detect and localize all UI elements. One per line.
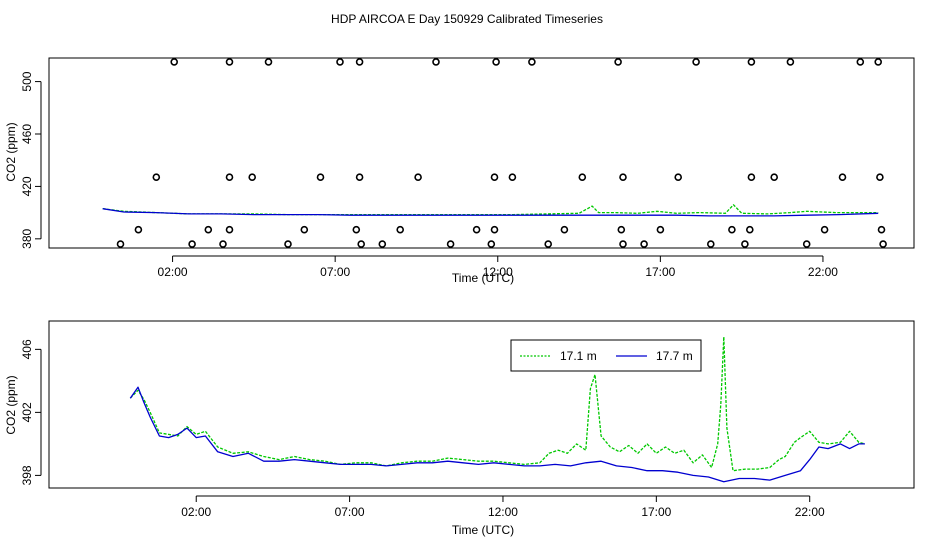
- top-data-point-0: [116, 240, 125, 248]
- top-data-point-20: [378, 240, 387, 248]
- top-data-point-7: [225, 225, 234, 234]
- top-data-point-27: [490, 225, 499, 234]
- bottom-x-tick-label: 17:00: [641, 505, 671, 519]
- top-data-point-22: [414, 173, 422, 181]
- bottom-y-axis: 398 402 406: [20, 339, 42, 485]
- top-data-point-5: [204, 225, 213, 234]
- top-data-point-13: [300, 225, 309, 234]
- top-data-point-44: [728, 225, 736, 234]
- top-data-point-9: [225, 58, 234, 66]
- top-series-line-blue: [102, 208, 879, 217]
- top-x-tick-label: 07:00: [320, 265, 350, 279]
- bottom-chart-panel: 02:00 07:00 12:00 17:00 22:00 398 402 406 Time…: [4, 320, 915, 537]
- bottom-plot-frame: [48, 320, 915, 489]
- top-data-point-52: [820, 225, 829, 234]
- top-data-point-51: [802, 240, 811, 248]
- bottom-y-axis-label: CO2 (ppm): [4, 375, 18, 434]
- top-y-tick-label: 500: [20, 71, 34, 91]
- top-x-tick-label: 02:00: [158, 265, 188, 279]
- top-data-point-30: [508, 173, 517, 181]
- top-data-point-58: [879, 240, 887, 248]
- top-data-point-24: [446, 240, 455, 248]
- top-data-point-54: [856, 58, 865, 66]
- top-data-point-18: [355, 58, 364, 66]
- top-data-point-50: [786, 58, 795, 66]
- top-data-point-6: [219, 240, 227, 248]
- top-data-point-14: [316, 173, 325, 181]
- top-data-point-8: [225, 173, 234, 181]
- top-data-point-40: [656, 225, 665, 234]
- top-x-tick-label: 12:00: [483, 265, 513, 279]
- top-data-point-36: [617, 225, 626, 234]
- top-data-point-16: [352, 225, 361, 234]
- top-data-point-26: [487, 240, 496, 248]
- bottom-x-tick-label: 12:00: [488, 505, 518, 519]
- top-data-point-41: [674, 173, 683, 181]
- top-data-point-19: [357, 240, 366, 248]
- top-data-point-12: [284, 240, 292, 248]
- bottom-x-axis-label: Time (UTC): [452, 523, 514, 537]
- top-data-point-37: [619, 173, 627, 181]
- bottom-series-line-blue: [129, 386, 865, 483]
- top-x-axis-label: Time (UTC): [452, 271, 514, 285]
- top-data-point-17: [355, 173, 364, 181]
- legend: 17.1 m 17.7 m: [510, 339, 702, 372]
- top-data-point-21: [396, 225, 405, 234]
- top-y-tick-label: 420: [20, 176, 34, 196]
- figure-title: HDP AIRCOA E Day 150929 Calibrated Times…: [331, 12, 603, 26]
- bottom-y-tick-label: 406: [20, 339, 34, 359]
- top-data-point-15: [336, 58, 344, 66]
- top-series-line-green: [102, 204, 879, 216]
- bottom-x-tick-label: 22:00: [795, 505, 825, 519]
- top-data-point-25: [472, 225, 481, 234]
- top-data-point-4: [188, 240, 196, 248]
- bottom-y-tick-label: 398: [20, 465, 34, 485]
- top-data-point-1: [134, 225, 143, 234]
- bottom-x-tick-label: 07:00: [335, 505, 365, 519]
- top-data-point-57: [877, 225, 886, 234]
- bottom-chart-marks: [129, 336, 866, 483]
- top-data-point-33: [560, 225, 569, 234]
- top-plot-frame: [48, 57, 915, 249]
- top-data-point-3: [170, 58, 178, 66]
- bottom-x-axis: 02:00 07:00 12:00 17:00 22:00: [181, 495, 825, 519]
- top-data-point-47: [747, 173, 756, 181]
- bottom-x-tick-label: 02:00: [181, 505, 211, 519]
- top-data-point-2: [152, 173, 161, 181]
- top-data-point-56: [876, 173, 884, 181]
- top-data-point-10: [248, 173, 256, 181]
- legend-label-17-7m: 17.7 m: [656, 349, 693, 363]
- top-data-point-28: [490, 173, 499, 181]
- top-data-point-29: [492, 58, 500, 66]
- top-x-tick-label: 17:00: [645, 265, 675, 279]
- top-x-axis: 02:00 07:00 12:00 17:00 22:00: [158, 255, 838, 279]
- top-data-point-11: [264, 58, 273, 66]
- top-data-point-43: [706, 240, 715, 248]
- top-data-point-32: [544, 240, 553, 248]
- top-chart-marks: [102, 58, 887, 248]
- top-data-point-39: [640, 240, 648, 248]
- bottom-y-tick-label: 402: [20, 402, 34, 422]
- top-data-point-34: [578, 173, 587, 181]
- legend-label-17-1m: 17.1 m: [560, 349, 597, 363]
- top-y-axis: 380 420 460 500: [20, 71, 42, 249]
- top-data-point-48: [747, 58, 756, 66]
- bottom-series-line-green: [129, 336, 866, 472]
- top-data-point-31: [528, 58, 536, 66]
- top-y-axis-label: CO2 (ppm): [4, 122, 18, 181]
- top-data-point-35: [614, 58, 622, 66]
- top-data-point-46: [745, 225, 754, 234]
- top-y-tick-label: 460: [20, 124, 34, 144]
- top-data-point-38: [619, 240, 627, 248]
- top-chart-panel: 02:00 07:00 12:00 17:00 22:00 380 420 460 500 T…: [4, 57, 915, 285]
- top-data-point-49: [770, 173, 779, 181]
- top-y-tick-label: 380: [20, 228, 34, 248]
- top-data-point-45: [741, 240, 749, 248]
- top-data-point-53: [838, 173, 847, 181]
- top-data-point-55: [874, 58, 883, 66]
- top-data-point-42: [692, 58, 700, 66]
- top-x-tick-label: 22:00: [808, 265, 838, 279]
- top-data-point-23: [432, 58, 440, 66]
